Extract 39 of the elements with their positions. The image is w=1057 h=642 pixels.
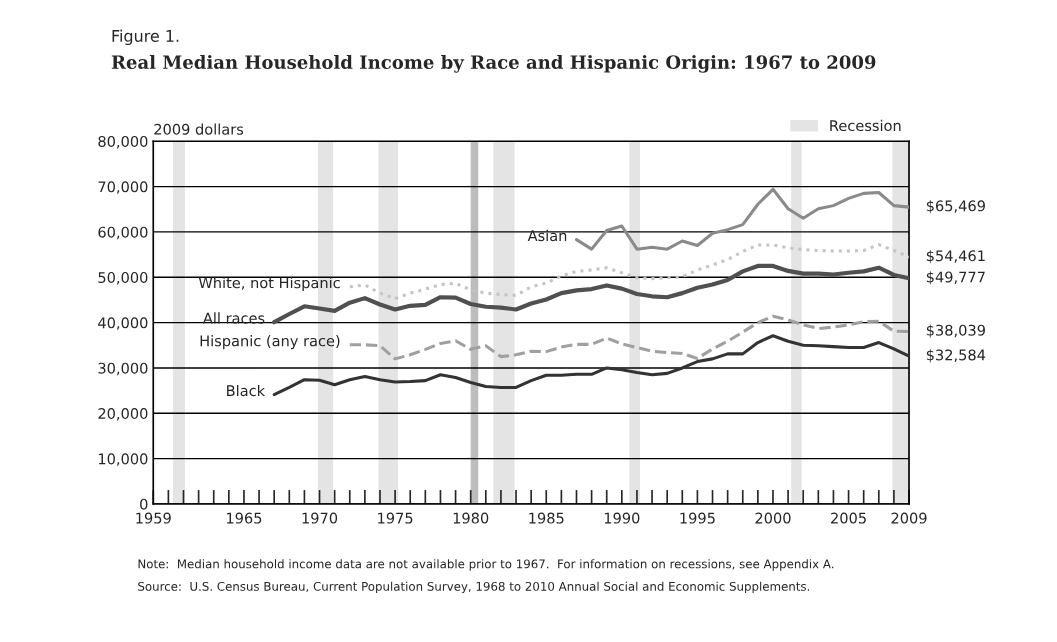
chart-title: Figure 1.: [112, 29, 179, 46]
x-tick-label: 2009: [891, 512, 927, 524]
x-tick-label: 2005: [831, 512, 866, 524]
x-tick-label: 1975: [378, 512, 413, 524]
data-label: $49,777: [926, 271, 985, 285]
text: Note: Median household income data are not available prior to 1967. For information on recessions, see Appendix A.: [138, 559, 834, 571]
y-tick-label: 40,000: [98, 317, 148, 330]
y-tick-label: 10,000: [98, 453, 148, 466]
y-tick-label: 80,000: [98, 135, 148, 149]
chart-subtitle: Real Median Household Income by Race and Hispanic Origin: 1967 to 2009: [111, 54, 876, 73]
data-label: $54,461: [926, 249, 985, 264]
series-label: Asian: [527, 229, 567, 242]
series-label: All races: [203, 312, 265, 324]
series-label: Black: [227, 384, 266, 397]
y-tick-label: 30,000: [98, 362, 148, 376]
x-tick-label: 1995: [680, 512, 715, 524]
y-tick-label: 0: [140, 498, 148, 510]
y-tick-label: 60,000: [98, 226, 148, 240]
data-label: $38,039: [926, 324, 985, 338]
x-tick-label: 2000: [755, 512, 791, 524]
data-label: $32,584: [926, 349, 986, 363]
y-tick-label: 50,000: [98, 271, 148, 285]
line-series: [574, 187, 910, 251]
y-tick-label: 20,000: [98, 408, 148, 421]
y-axis-title: 2009 dollars: [154, 123, 244, 135]
x-tick-label: 1970: [302, 512, 338, 524]
series-label: White, not Hispanic: [198, 277, 340, 292]
x-tick-label: 1965: [227, 512, 262, 524]
source-note: Source: U.S. Census Bureau, Current Population Survey, 1968 to 2010 Annual Social and Economic Supplements.: [138, 581, 810, 594]
legend-label: Recession: [830, 119, 901, 132]
y-tick-label: 70,000: [98, 181, 148, 194]
line-series: [348, 314, 910, 361]
x-tick-label: 1985: [529, 512, 564, 524]
x-tick-label: 1990: [604, 512, 640, 524]
x-tick-label: 1959: [136, 512, 171, 524]
x-tick-label: 1980: [453, 512, 489, 524]
data-label: $65,469: [926, 200, 985, 214]
series-label: Hispanic (any race): [200, 335, 340, 350]
line-series: [272, 263, 910, 325]
